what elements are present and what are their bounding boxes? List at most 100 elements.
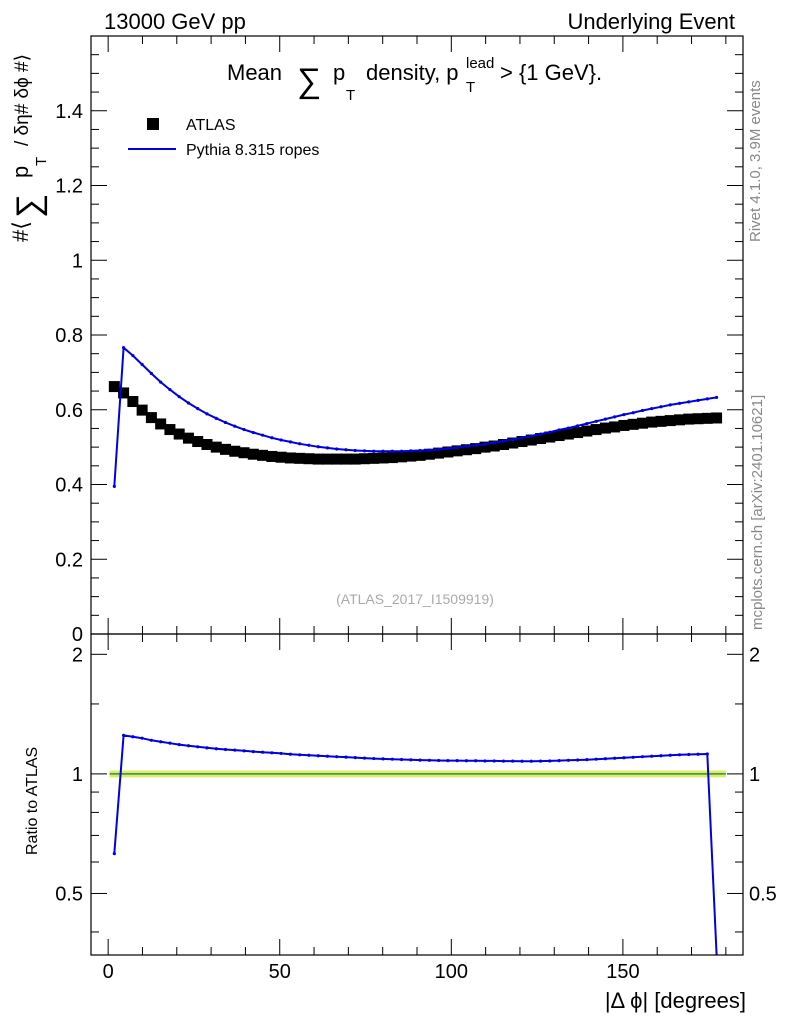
ratio-pythia-point [418,758,422,762]
pythia-point [149,371,153,376]
pythia-point [557,428,561,432]
title-sum-symbol: ∑ [297,62,321,100]
ratio-pythia-point [112,852,116,856]
rivet-version-label: Rivet 4.1.0, 3.9M events [747,80,764,242]
ratio-pythia-point [659,754,663,758]
pythia-point [650,407,654,411]
ratio-pythia-point [566,758,570,762]
atlas-data-point [331,453,343,465]
atlas-data-point [572,427,584,439]
ratio-pythia-point [520,759,524,763]
ratio-pythia-point [511,759,515,763]
pythia-point [575,424,580,428]
pythia-point [362,449,367,453]
legend-pythia-label: Pythia 8.315 ropes [186,142,319,159]
ratio-pythia-point [437,758,441,763]
pythia-point [223,420,228,425]
ratio-pythia-point [483,759,487,763]
pythia-point [335,447,339,451]
ratio-pythia-point [687,752,691,757]
main-y-tick-label: 1.4 [55,101,83,123]
atlas-data-point [683,413,695,425]
pythia-point [483,442,487,446]
atlas-data-point [627,418,639,430]
ratio-pythia-point [677,753,682,757]
ratio-pythia-point [177,743,181,747]
pythia-point [455,445,459,450]
ratio-pythia-point [140,736,144,740]
ratio-pythia-point [705,752,709,756]
main-y-tick-label: 1 [72,250,83,272]
pythia-point [233,424,237,428]
atlas-data-point [507,437,519,449]
atlas-data-point [127,396,139,408]
pythia-point [399,449,404,453]
ylabel-sum-symbol: ∑ [10,194,48,218]
atlas-data-point [479,441,491,453]
atlas-data-point [257,449,269,461]
ratio-pythia-point [149,738,153,742]
pythia-point [594,419,598,423]
atlas-data-point [646,416,658,428]
pythia-point [437,447,441,451]
pythia-point [687,400,691,404]
pythia-point [603,417,607,421]
ratio-pythia-point [613,756,617,760]
ratio-pythia-point [298,753,302,757]
atlas-data-point [674,414,686,426]
ratio-pythia-point [464,759,469,763]
header-right: Underlying Event [567,9,735,34]
atlas-data-point [210,441,222,453]
pythia-point [298,442,302,446]
pythia-point [464,444,469,448]
pythia-point [566,426,570,430]
ratio-pythia-point [603,757,607,761]
ratio-pythia-point [585,758,589,762]
pythia-point [427,448,431,452]
ratio-pythia-point [214,747,218,751]
atlas-data-point [349,453,361,465]
ratio-pythia-point [353,756,357,760]
main-y-tick-label: 1.2 [55,176,83,198]
atlas-data-point [386,452,398,464]
ratio-pythia-point [344,755,348,759]
title-sup-lead: lead [466,55,494,72]
atlas-data-point [451,445,463,457]
pythia-point [631,411,635,415]
atlas-data-point [618,419,630,431]
ratio-pythia-point [168,741,172,745]
atlas-data-point [581,425,593,437]
pythia-point [501,439,506,443]
ratio-pythia-point [372,756,376,761]
atlas-data-point [692,413,704,425]
ratio-pythia-point [223,747,228,752]
legend: ATLAS Pythia 8.315 ropes [128,117,319,159]
pythia-point [548,430,552,434]
pythia-point [529,434,533,438]
atlas-data-point [488,440,500,452]
pythia-point [186,401,191,405]
pythia-point [714,395,719,400]
ratio-pythia-point [381,757,385,761]
atlas-data-point [442,446,454,458]
atlas-data-point [423,448,435,460]
atlas-data-point [266,450,278,462]
pythia-point [214,416,218,420]
ratio-pythia-point [205,746,209,750]
plot-title: Mean ∑ p T density, p lead T > {1 GeV}. [227,55,602,104]
ratio-panel: 0.5 0.5 1 1 2 2 [55,633,777,956]
main-y-tick-label: 0.4 [55,475,83,497]
main-y-tick-label: 0.6 [55,400,83,422]
ratio-pythia-point [650,754,654,758]
ratio-pythia-point [242,749,246,753]
atlas-data-point [108,381,120,393]
ratio-pythia-point [427,758,431,762]
atlas-data-point [377,452,389,464]
atlas-data-point [275,451,287,463]
atlas-data-point [229,445,241,457]
ratio-pythia-point [622,756,626,760]
pythia-point [659,405,663,409]
title-mid: density, p [366,60,459,85]
atlas-data-point [192,436,204,448]
atlas-data-point [562,428,574,440]
